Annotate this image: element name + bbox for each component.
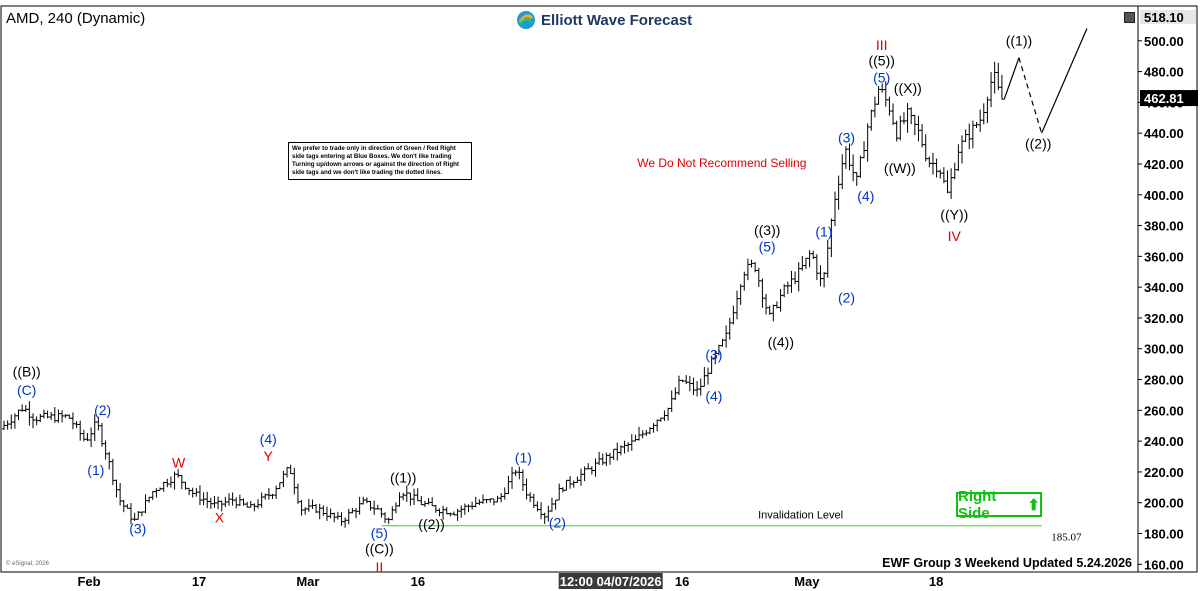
x-tick-label: Feb <box>77 574 100 589</box>
wave-label: (5) <box>371 525 388 541</box>
wave-label: III <box>876 37 888 53</box>
y-tick-label: 420.00 <box>1144 157 1184 172</box>
wave-label: ((2)) <box>1025 136 1051 152</box>
right-side-label: Right Side <box>958 487 997 522</box>
footer-update-text: EWF Group 3 Weekend Updated 5.24.2026 <box>882 556 1132 570</box>
y-tick-label: 380.00 <box>1144 219 1184 234</box>
top-price-box <box>1140 10 1196 24</box>
right-side-tag: Right Side ⬆ <box>956 488 1042 522</box>
wave-label: ((C)) <box>365 541 394 557</box>
top-price-label: 518.10 <box>1144 10 1184 25</box>
projection-wave-2-dashed <box>1018 57 1043 134</box>
y-tick-label: 440.00 <box>1144 126 1184 141</box>
y-tick-label: 340.00 <box>1144 280 1184 295</box>
wave-label: ((2)) <box>418 516 444 532</box>
wave-label: (5) <box>873 69 890 85</box>
x-tick-label: Mar <box>296 574 319 589</box>
wave-label: ((4)) <box>768 334 794 350</box>
wave-label: (4) <box>705 388 722 404</box>
arrow-up-icon: ⬆ <box>1027 496 1040 514</box>
y-tick-label: 360.00 <box>1144 249 1184 264</box>
x-tick-label: 16 <box>675 574 689 589</box>
y-tick-label: 480.00 <box>1144 65 1184 80</box>
logo-text: Elliott Wave Forecast <box>541 11 693 29</box>
x-crosshair-box <box>558 573 663 589</box>
window-icon[interactable] <box>1124 12 1135 23</box>
warning-text: We Do Not Recommend Selling <box>637 156 806 170</box>
wave-label: (3) <box>705 347 722 363</box>
y-tick-label: 260.00 <box>1144 403 1184 418</box>
trading-note: We prefer to trade only in direction of … <box>288 142 472 180</box>
wave-label: (5) <box>759 239 776 255</box>
wave-label: (3) <box>838 129 855 145</box>
wave-label: II <box>375 559 383 575</box>
wave-label: (2) <box>549 514 566 530</box>
y-tick-label: 400.00 <box>1144 188 1184 203</box>
y-tick-label: 220.00 <box>1144 465 1184 480</box>
invalidation-value: 185.07 <box>1051 532 1082 544</box>
wave-label: ((1)) <box>390 470 416 486</box>
wave-label: ((5)) <box>868 52 894 68</box>
projection-wave-3 <box>1041 28 1088 134</box>
wave-label: (1) <box>815 223 832 239</box>
chart-title: AMD, 240 (Dynamic) <box>6 10 146 27</box>
wave-label: X <box>215 510 225 526</box>
x-tick-label: 16 <box>411 574 425 589</box>
wave-label: (1) <box>515 450 532 466</box>
y-tick-label: 500.00 <box>1144 34 1184 49</box>
y-tick-label: 300.00 <box>1144 342 1184 357</box>
logo-icon <box>517 11 535 29</box>
wave-label: W <box>172 454 186 470</box>
y-tick-label: 160.00 <box>1144 557 1184 572</box>
wave-label: (4) <box>260 431 277 447</box>
x-tick-label: 18 <box>929 574 943 589</box>
last-price-label: 462.81 <box>1144 91 1184 106</box>
x-tick-label: 17 <box>192 574 206 589</box>
invalidation-label: Invalidation Level <box>758 510 843 522</box>
y-tick-label: 200.00 <box>1144 496 1184 511</box>
x-tick-label: May <box>794 574 820 589</box>
x-tick-label: 12:00 04/07/2026 <box>560 574 662 589</box>
wave-label: ((3)) <box>754 222 780 238</box>
wave-label: ((W)) <box>884 160 916 176</box>
y-tick-label: 240.00 <box>1144 434 1184 449</box>
wave-label: Y <box>264 448 274 464</box>
wave-label: ((X)) <box>894 80 922 96</box>
y-tick-label: 180.00 <box>1144 527 1184 542</box>
projection-wave-1 <box>1003 57 1020 100</box>
wave-label: ((B)) <box>13 363 41 379</box>
wave-label: ((1)) <box>1006 32 1032 48</box>
y-tick-label: 320.00 <box>1144 311 1184 326</box>
wave-label: (2) <box>838 290 855 306</box>
logo: Elliott Wave Forecast <box>516 10 692 30</box>
esignal-copyright: © eSignal, 2026 <box>6 561 49 567</box>
wave-label: ((Y)) <box>940 206 968 222</box>
wave-label: (2) <box>94 402 111 418</box>
last-price-box <box>1140 90 1198 107</box>
wave-label: (4) <box>857 188 874 204</box>
wave-label: IV <box>948 228 962 244</box>
wave-label: (C) <box>17 382 36 398</box>
wave-label: (1) <box>87 462 104 478</box>
wave-label: (3) <box>129 521 146 537</box>
y-tick-label: 280.00 <box>1144 373 1184 388</box>
